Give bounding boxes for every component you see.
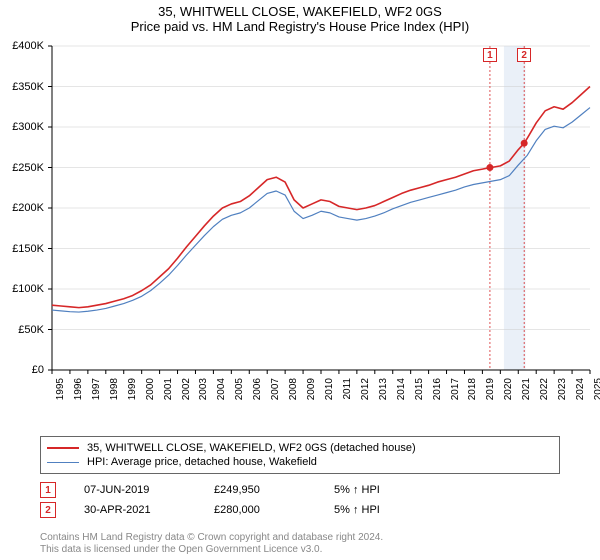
x-axis-label: 2001 bbox=[163, 378, 174, 400]
event-row: 2 30-APR-2021£280,0005% ↑ HPI bbox=[40, 502, 454, 518]
event-marker-box: 1 bbox=[483, 48, 497, 62]
event-price: £249,950 bbox=[214, 484, 334, 496]
y-axis-label: £200K bbox=[0, 202, 44, 214]
x-axis-label: 2016 bbox=[432, 378, 443, 400]
x-axis-label: 2023 bbox=[557, 378, 568, 400]
x-axis-label: 2019 bbox=[485, 378, 496, 400]
chart-area: £0 £50K £100K £150K £200K £250K £300K £350K £400… bbox=[0, 40, 600, 430]
legend-box: 35, WHITWELL CLOSE, WAKEFIELD, WF2 0GS (… bbox=[40, 436, 560, 474]
x-axis-label: 1998 bbox=[109, 378, 120, 400]
x-axis-label: 2013 bbox=[378, 378, 389, 400]
footer-line-2: This data is licensed under the Open Gov… bbox=[40, 544, 383, 556]
legend-label: HPI: Average price, detached house, Wake… bbox=[87, 455, 317, 469]
x-axis-label: 2022 bbox=[539, 378, 550, 400]
footer-line-1: Contains HM Land Registry data © Crown c… bbox=[40, 532, 383, 544]
legend-label: 35, WHITWELL CLOSE, WAKEFIELD, WF2 0GS (… bbox=[87, 441, 416, 455]
chart-svg bbox=[0, 40, 600, 430]
x-axis-label: 2009 bbox=[306, 378, 317, 400]
x-axis-label: 2011 bbox=[342, 378, 353, 400]
events-table: 1 07-JUN-2019£249,9505% ↑ HPI 2 30-APR-2021… bbox=[40, 482, 454, 522]
x-axis-label: 2005 bbox=[234, 378, 245, 400]
x-axis-label: 2010 bbox=[324, 378, 335, 400]
event-row: 1 07-JUN-2019£249,9505% ↑ HPI bbox=[40, 482, 454, 498]
y-axis-label: £400K bbox=[0, 40, 44, 52]
event-pct: 5% ↑ HPI bbox=[334, 504, 454, 516]
x-axis-label: 2012 bbox=[360, 378, 371, 400]
x-axis-label: 2024 bbox=[575, 378, 586, 400]
event-pct: 5% ↑ HPI bbox=[334, 484, 454, 496]
chart-title-block: 35, WHITWELL CLOSE, WAKEFIELD, WF2 0GS P… bbox=[0, 0, 600, 34]
event-id-box: 2 bbox=[40, 502, 56, 518]
y-axis-label: £150K bbox=[0, 243, 44, 255]
y-axis-label: £250K bbox=[0, 162, 44, 174]
x-axis-label: 2004 bbox=[216, 378, 227, 400]
x-axis-label: 1999 bbox=[127, 378, 138, 400]
event-id-box: 1 bbox=[40, 482, 56, 498]
y-axis-label: £0 bbox=[0, 364, 44, 376]
event-marker-box: 2 bbox=[517, 48, 531, 62]
y-axis-label: £100K bbox=[0, 283, 44, 295]
x-axis-label: 2014 bbox=[396, 378, 407, 400]
event-date: 07-JUN-2019 bbox=[84, 484, 214, 496]
title-line-1: 35, WHITWELL CLOSE, WAKEFIELD, WF2 0GS bbox=[0, 4, 600, 19]
x-axis-label: 2025 bbox=[593, 378, 600, 400]
x-axis-label: 1996 bbox=[73, 378, 84, 400]
legend-item: HPI: Average price, detached house, Wake… bbox=[47, 455, 553, 469]
x-axis-label: 2002 bbox=[181, 378, 192, 400]
x-axis-label: 2021 bbox=[521, 378, 532, 400]
y-axis-label: £350K bbox=[0, 81, 44, 93]
y-axis-label: £300K bbox=[0, 121, 44, 133]
event-date: 30-APR-2021 bbox=[84, 504, 214, 516]
x-axis-label: 2008 bbox=[288, 378, 299, 400]
x-axis-label: 1997 bbox=[91, 378, 102, 400]
legend-item: 35, WHITWELL CLOSE, WAKEFIELD, WF2 0GS (… bbox=[47, 441, 553, 455]
x-axis-label: 1995 bbox=[55, 378, 66, 400]
x-axis-label: 2007 bbox=[270, 378, 281, 400]
x-axis-label: 2006 bbox=[252, 378, 263, 400]
legend-swatch bbox=[47, 447, 79, 449]
y-axis-label: £50K bbox=[0, 324, 44, 336]
x-axis-label: 2003 bbox=[198, 378, 209, 400]
x-axis-label: 2017 bbox=[450, 378, 461, 400]
title-line-2: Price paid vs. HM Land Registry's House … bbox=[0, 19, 600, 34]
legend-swatch bbox=[47, 462, 79, 463]
x-axis-label: 2018 bbox=[467, 378, 478, 400]
footer-attribution: Contains HM Land Registry data © Crown c… bbox=[40, 532, 383, 556]
x-axis-label: 2020 bbox=[503, 378, 514, 400]
x-axis-label: 2000 bbox=[145, 378, 156, 400]
event-price: £280,000 bbox=[214, 504, 334, 516]
x-axis-label: 2015 bbox=[414, 378, 425, 400]
